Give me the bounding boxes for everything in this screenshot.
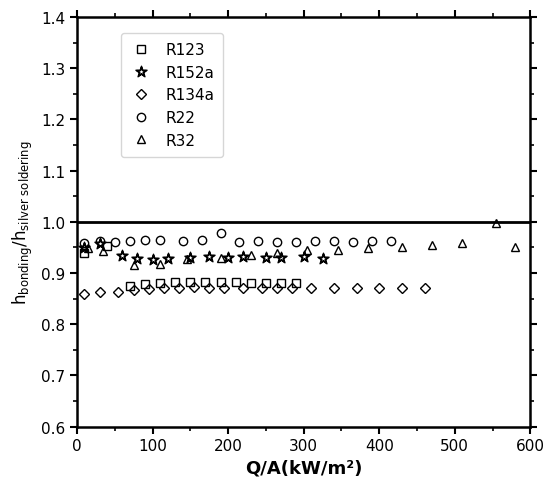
R134a [240, 285, 246, 291]
R32 [429, 243, 435, 249]
R123 [172, 280, 178, 285]
R22 [217, 231, 224, 237]
R32 [183, 256, 190, 262]
R152a [149, 256, 156, 262]
R32 [365, 245, 371, 251]
R152a [81, 245, 88, 251]
Line: R32: R32 [85, 220, 519, 269]
R123 [277, 281, 284, 286]
R134a [353, 286, 360, 292]
R134a [115, 289, 122, 295]
R134a [399, 286, 405, 292]
R134a [308, 286, 315, 292]
R134a [145, 286, 152, 292]
R123 [127, 283, 133, 289]
R152a [277, 254, 284, 260]
R22 [236, 240, 243, 245]
R134a [130, 288, 137, 294]
R152a [187, 254, 193, 260]
R134a [221, 285, 227, 291]
R134a [81, 292, 88, 298]
R32 [304, 248, 311, 254]
R123 [104, 244, 111, 250]
R22 [111, 240, 118, 245]
R152a [164, 255, 171, 261]
R32 [157, 261, 163, 267]
R134a [376, 286, 383, 292]
Line: R134a: R134a [81, 284, 428, 298]
R134a [161, 286, 167, 292]
R134a [289, 286, 296, 292]
X-axis label: Q/A(kW/m²): Q/A(kW/m²) [245, 459, 363, 477]
R32 [274, 250, 281, 256]
R22 [368, 239, 375, 244]
R134a [274, 286, 281, 292]
R123 [262, 281, 269, 286]
R22 [387, 239, 394, 244]
R32 [399, 244, 405, 250]
R134a [176, 285, 182, 291]
R152a [206, 253, 212, 259]
R123 [217, 279, 224, 285]
R123 [187, 280, 193, 285]
R22 [312, 238, 319, 244]
R32 [493, 221, 500, 226]
R32 [459, 241, 466, 247]
R152a [134, 255, 141, 261]
Legend: R123, R152a, R134a, R22, R32: R123, R152a, R134a, R22, R32 [121, 34, 224, 158]
R152a [119, 253, 126, 259]
R152a [225, 254, 231, 260]
R152a [300, 254, 307, 260]
R134a [96, 289, 103, 295]
R22 [331, 239, 337, 244]
R22 [274, 239, 281, 245]
Line: R123: R123 [81, 243, 300, 290]
R22 [127, 239, 133, 244]
R152a [319, 255, 326, 261]
R152a [96, 241, 103, 247]
R22 [142, 237, 148, 243]
R22 [293, 240, 300, 245]
R123 [157, 281, 163, 286]
R32 [85, 246, 92, 252]
R134a [421, 286, 428, 292]
R22 [96, 238, 103, 244]
R22 [180, 238, 186, 244]
R22 [157, 238, 163, 244]
R152a [240, 254, 246, 260]
R134a [206, 285, 212, 291]
R22 [198, 238, 205, 244]
R32 [247, 252, 254, 258]
R22 [349, 240, 356, 245]
R32 [512, 244, 519, 250]
R134a [331, 286, 337, 292]
R123 [247, 280, 254, 286]
R152a [262, 254, 269, 260]
R123 [142, 282, 148, 287]
R134a [259, 286, 265, 292]
R134a [191, 285, 197, 291]
R22 [255, 238, 262, 244]
Line: R22: R22 [80, 229, 395, 248]
R123 [293, 281, 300, 286]
R32 [130, 263, 137, 268]
Y-axis label: $\mathregular{h_{bonding}/h_{silver\ soldering}}$: $\mathregular{h_{bonding}/h_{silver\ sol… [11, 140, 36, 305]
R32 [334, 248, 341, 254]
R32 [217, 255, 224, 261]
Line: R152a: R152a [79, 238, 328, 264]
R22 [81, 241, 88, 247]
R123 [81, 250, 88, 256]
R32 [100, 249, 107, 255]
R123 [232, 280, 239, 285]
R123 [202, 279, 208, 285]
